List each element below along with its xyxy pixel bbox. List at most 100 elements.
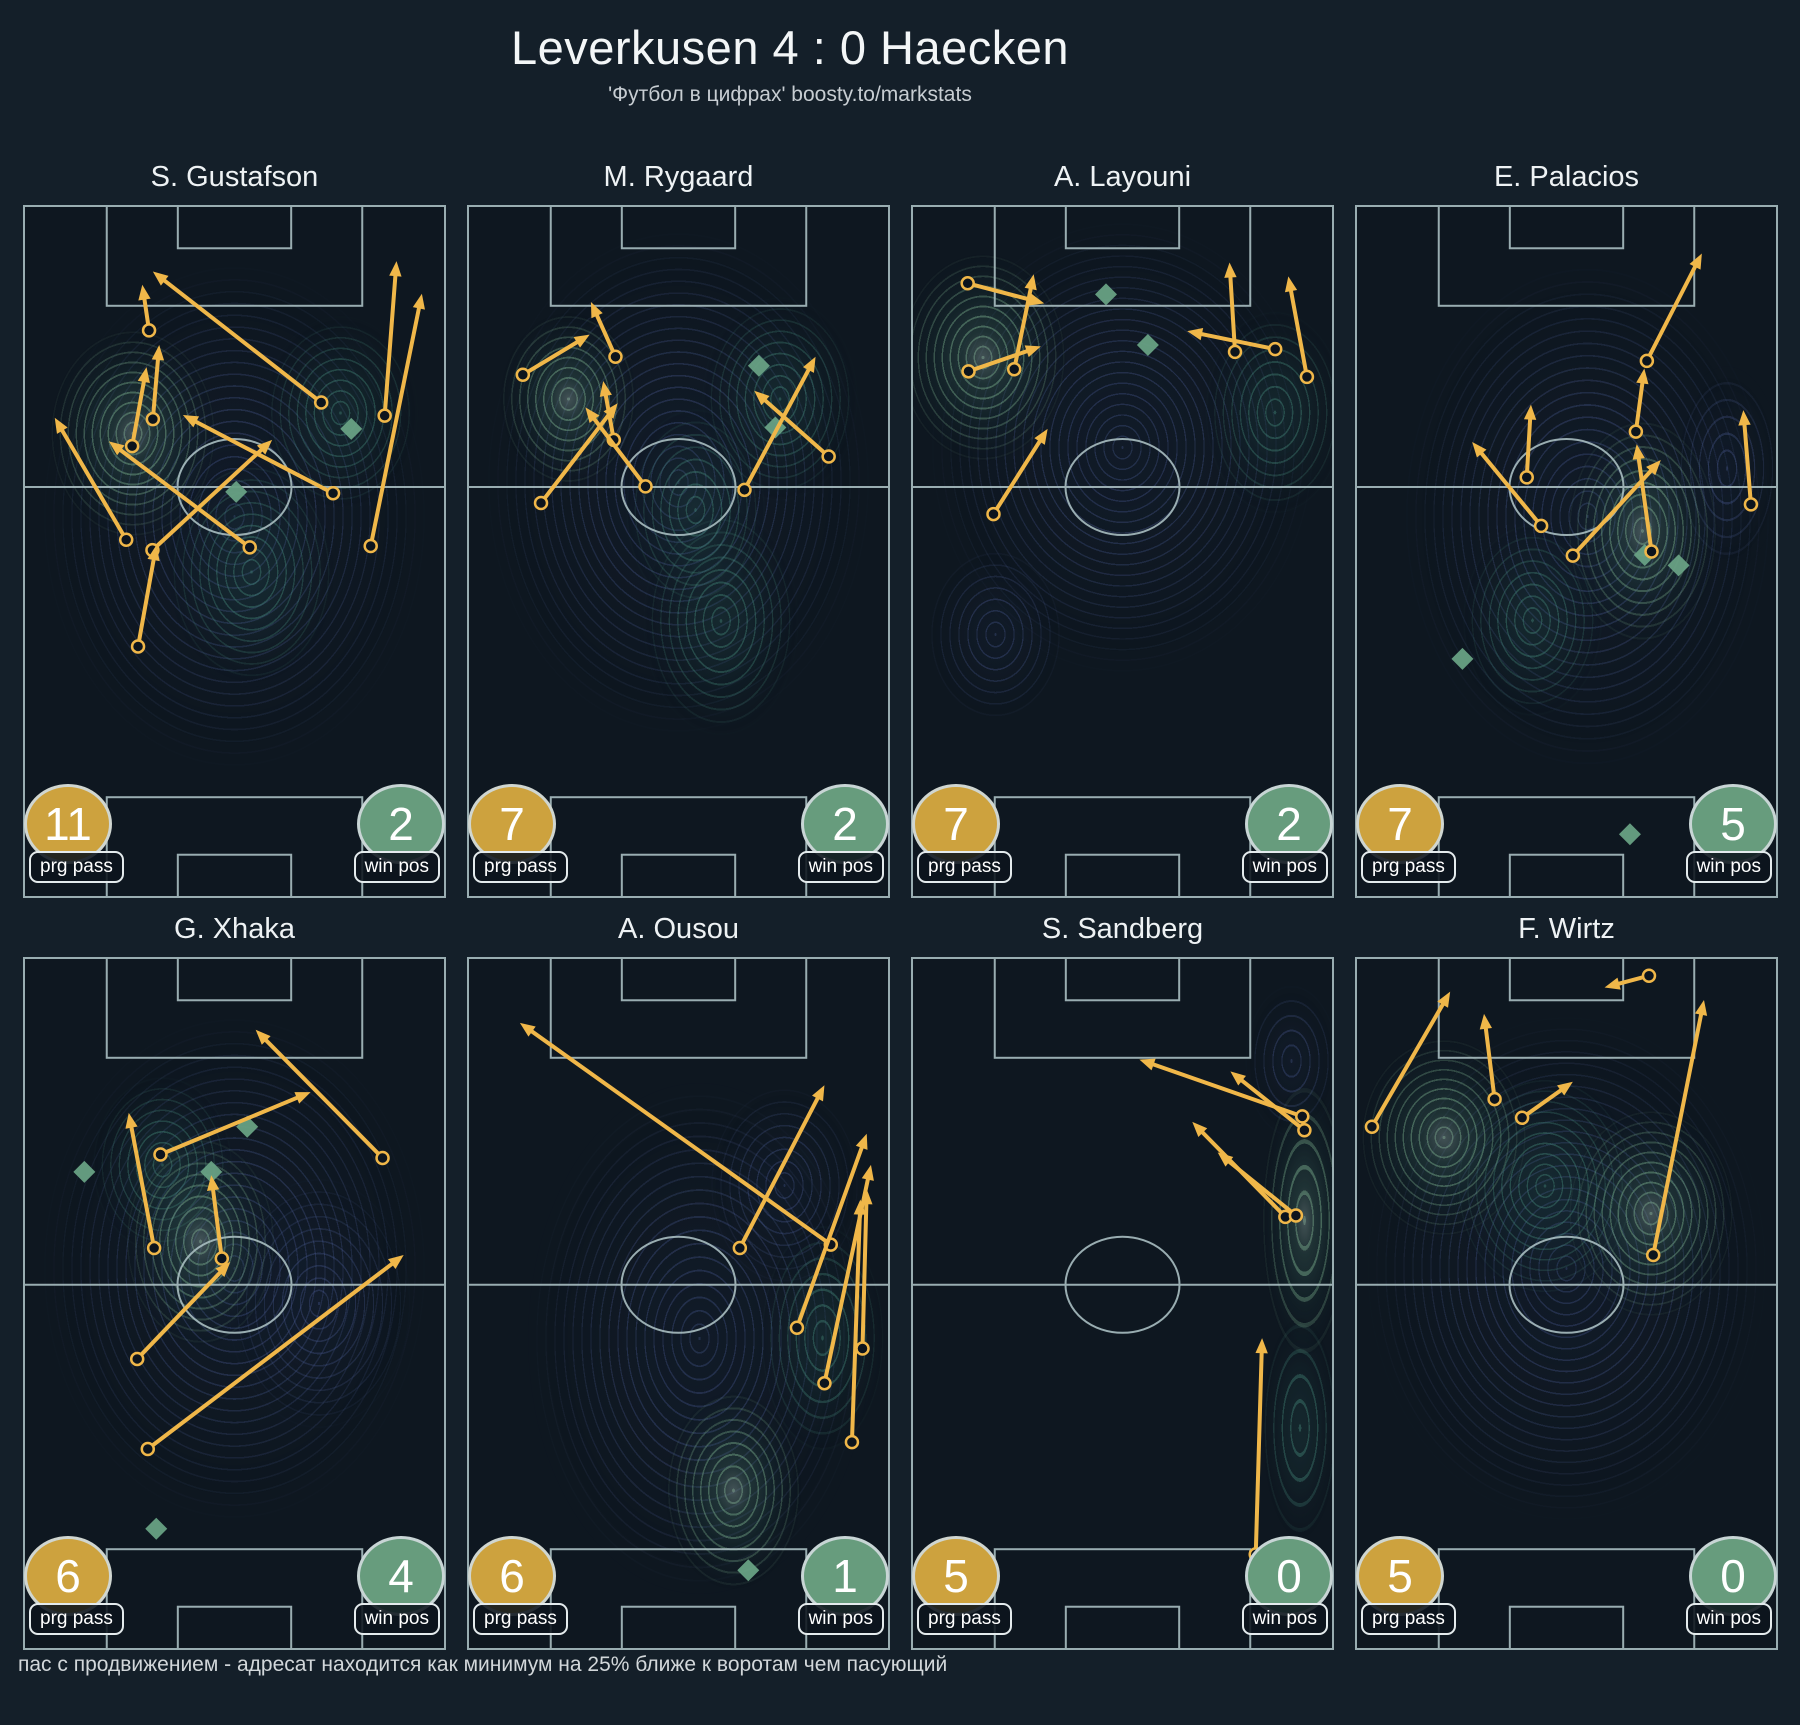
pass-origin-dot bbox=[1639, 353, 1655, 369]
pass-origin-dot bbox=[515, 367, 531, 383]
pass-arrow-head bbox=[803, 356, 816, 373]
pass-origin-dot bbox=[129, 1351, 145, 1367]
pass-origin-dot bbox=[141, 323, 157, 338]
pass-arrow-head bbox=[1024, 345, 1041, 358]
pass-origin-dot bbox=[1565, 548, 1581, 563]
win-position-markers bbox=[737, 1559, 760, 1582]
pass-origin-dot bbox=[325, 486, 341, 501]
pass-origin-dot bbox=[1487, 1091, 1502, 1107]
prg-pass-label: prg pass bbox=[473, 851, 568, 883]
pass-origin-dot bbox=[140, 1441, 156, 1457]
pitch: 5 0 prg pass win pos bbox=[1355, 957, 1778, 1650]
win-position-diamond-icon bbox=[1095, 283, 1118, 306]
pass-arrow-shaft bbox=[1287, 283, 1309, 379]
pass-arrow-shaft bbox=[860, 1196, 869, 1351]
pass-arrow-head bbox=[137, 367, 150, 384]
pitch: 6 1 prg pass win pos bbox=[467, 957, 890, 1650]
pass-origin-dot bbox=[1514, 1110, 1530, 1126]
prg-pass-label: prg pass bbox=[29, 1603, 124, 1635]
progressive-pass-arrows bbox=[1472, 253, 1759, 563]
pass-arrow-shaft bbox=[1520, 1084, 1568, 1120]
match-title: Leverkusen 4 : 0 Haecken bbox=[510, 21, 1070, 74]
pass-arrow-shaft bbox=[157, 275, 324, 405]
win-pos-label: win pos bbox=[1241, 1603, 1328, 1635]
player-name: M. Rygaard bbox=[603, 161, 754, 193]
pass-origin-dot bbox=[855, 1341, 870, 1356]
pass-arrow-shaft bbox=[135, 1266, 227, 1361]
win-position-diamond-icon bbox=[747, 354, 770, 377]
win-position-diamond-icon bbox=[1618, 823, 1641, 846]
pass-arrow-head bbox=[1255, 1338, 1268, 1354]
progressive-pass-arrows bbox=[125, 1029, 404, 1457]
pass-origin-dot bbox=[1533, 518, 1549, 534]
pass-arrow-shaft bbox=[136, 552, 157, 649]
pass-arrow-shaft bbox=[794, 1140, 866, 1330]
pass-arrow-head bbox=[1632, 444, 1645, 460]
pass-origin-dot bbox=[124, 438, 140, 454]
player-panel-e-palacios: E. Palacios 7 5 prg pass win pos bbox=[1355, 157, 1778, 898]
pass-origin-dot bbox=[1644, 544, 1659, 559]
win-position-diamond-icon bbox=[145, 1517, 168, 1540]
player-panel-a-layouni: A. Layouni 7 2 prg pass win pos bbox=[911, 157, 1334, 898]
pass-arrow-head bbox=[855, 1133, 868, 1150]
pass-arrow-head bbox=[1604, 977, 1621, 990]
pass-arrow-shaft bbox=[966, 347, 1035, 374]
pass-arrow-shaft bbox=[520, 337, 584, 377]
pitch: 7 5 prg pass win pos bbox=[1355, 205, 1778, 898]
prg-pass-label: prg pass bbox=[29, 851, 124, 883]
prg-pass-label: prg pass bbox=[1361, 1603, 1456, 1635]
pass-origin-dot bbox=[1628, 424, 1644, 439]
prg-pass-badge: 7 bbox=[912, 784, 1000, 864]
pass-arrow-shaft bbox=[1475, 446, 1544, 528]
pass-arrow-shaft bbox=[991, 434, 1045, 517]
pass-origin-dot bbox=[130, 639, 146, 654]
pass-origin-dot bbox=[960, 276, 975, 291]
pass-arrow-shaft bbox=[758, 394, 831, 459]
win-pos-label: win pos bbox=[1685, 1603, 1772, 1635]
definition-footnote: пас с продвижением - адресат находится к… bbox=[18, 1653, 948, 1676]
win-pos-label: win pos bbox=[797, 1603, 884, 1635]
pass-arrow-shaft bbox=[737, 1091, 823, 1251]
pass-arrow-shaft bbox=[128, 1119, 157, 1251]
player-name: S. Sandberg bbox=[1041, 913, 1204, 945]
win-pos-label: win pos bbox=[797, 851, 884, 883]
pass-arrow-head bbox=[1192, 1121, 1208, 1137]
win-pos-badge: 0 bbox=[1245, 1536, 1333, 1616]
pass-arrow-shaft bbox=[1524, 411, 1533, 480]
pass-origin-dot bbox=[1227, 344, 1243, 360]
pass-arrow-shaft bbox=[1742, 417, 1753, 507]
win-pos-badge: 2 bbox=[357, 784, 445, 864]
pass-arrow-shaft bbox=[259, 1034, 385, 1160]
pass-origin-dot bbox=[608, 349, 623, 365]
win-position-diamond-icon bbox=[1136, 333, 1159, 356]
pass-origin-dot bbox=[145, 411, 161, 427]
pass-arrow-head bbox=[1636, 368, 1649, 385]
pass-arrow-shaft bbox=[1644, 259, 1700, 363]
win-position-diamond-icon bbox=[737, 1559, 760, 1582]
pass-arrow-shaft bbox=[1369, 997, 1448, 1129]
pass-arrow-shaft bbox=[1235, 1074, 1307, 1133]
pass-arrow-head bbox=[1738, 410, 1751, 426]
pass-origin-dot bbox=[789, 1320, 805, 1336]
pass-arrow-shaft bbox=[849, 1206, 863, 1445]
prg-pass-label: prg pass bbox=[1361, 851, 1456, 883]
pass-arrow-head bbox=[860, 1189, 873, 1205]
pass-arrow-shaft bbox=[1222, 1156, 1298, 1218]
pass-origin-dot bbox=[1267, 341, 1283, 357]
pass-origin-dot bbox=[817, 1375, 832, 1391]
pass-arrow-head bbox=[754, 390, 770, 406]
pass-origin-dot bbox=[1288, 1208, 1304, 1223]
pass-arrow-shaft bbox=[188, 417, 336, 496]
pass-arrow-head bbox=[1187, 328, 1204, 341]
pass-arrow-shaft bbox=[1651, 1006, 1705, 1257]
pass-arrow-head bbox=[294, 1092, 311, 1104]
pass-origin-dot bbox=[1364, 1119, 1380, 1135]
pass-origin-dot bbox=[214, 1251, 230, 1266]
pass-arrow-shaft bbox=[382, 268, 398, 418]
figure-header: Leverkusen 4 : 0 Haecken 'Футбол в цифра… bbox=[0, 20, 1580, 107]
pass-arrow-head bbox=[125, 1112, 138, 1129]
pass-arrow-shaft bbox=[525, 1026, 833, 1247]
player-name: G. Xhaka bbox=[174, 913, 295, 945]
pass-arrow-head bbox=[599, 381, 612, 397]
pass-origin-dot bbox=[1299, 369, 1315, 385]
